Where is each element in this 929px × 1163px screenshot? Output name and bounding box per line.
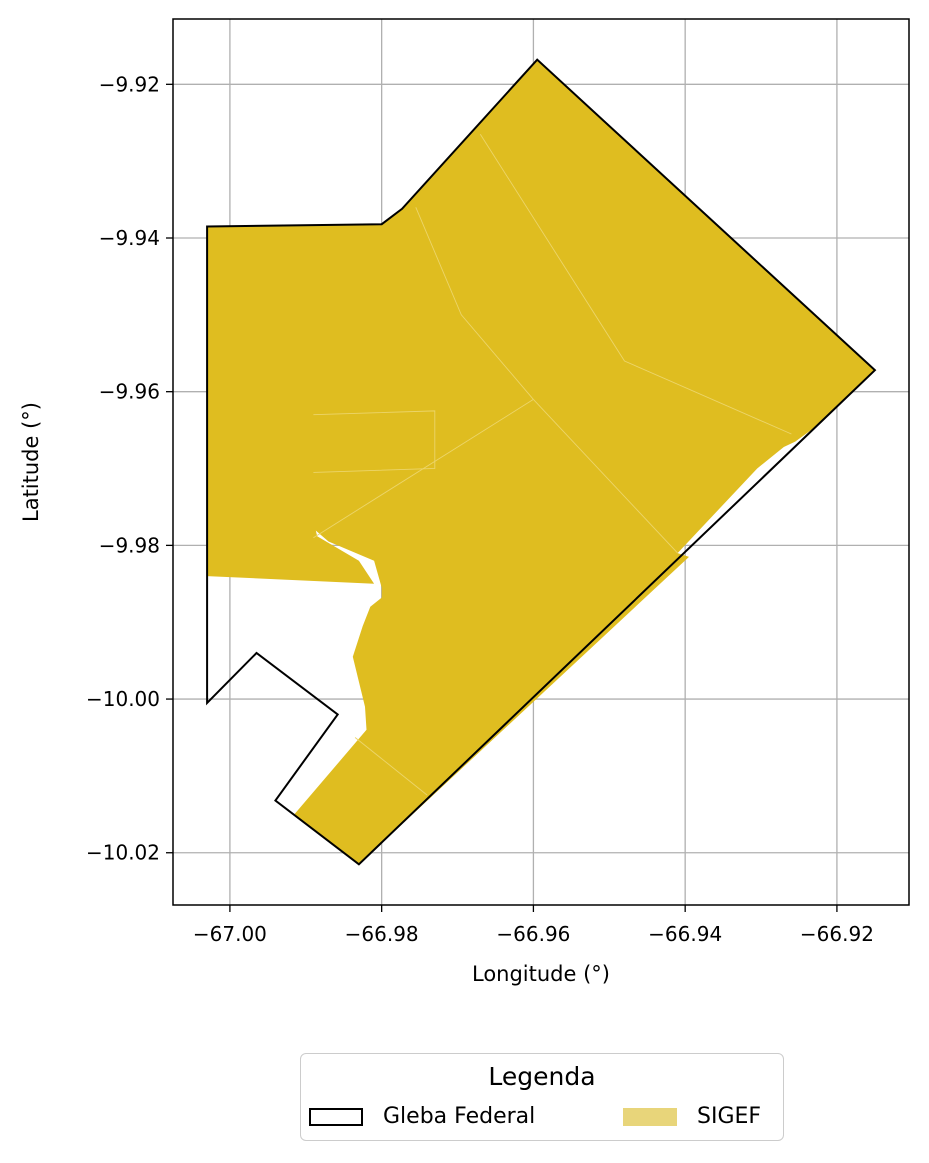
- legend-swatch-outline: [309, 1107, 363, 1126]
- y-axis-title: Latitude (°): [19, 402, 43, 522]
- sigef-parcel-boundary: [313, 410, 436, 473]
- legend-label-sigef: SIGEF: [697, 1104, 762, 1129]
- legend: Legenda Gleba Federal SIGEF: [300, 1053, 784, 1141]
- x-tick-label: −66.92: [800, 922, 874, 946]
- legend-label-gleba-federal: Gleba Federal: [383, 1104, 536, 1129]
- sigef-parcel-boundary: [354, 737, 428, 796]
- y-tick-label: −9.94: [99, 226, 160, 250]
- sigef-parcels-polygon: [207, 59, 875, 865]
- legend-title: Legenda: [488, 1062, 596, 1091]
- y-tick-label: −9.92: [99, 72, 160, 96]
- x-tick-label: −67.00: [193, 922, 267, 946]
- y-tick-label: −10.00: [86, 687, 160, 711]
- legend-item-sigef: SIGEF: [623, 1104, 761, 1129]
- x-tick-label: −66.96: [496, 922, 570, 946]
- legend-item-gleba-federal: Gleba Federal: [309, 1104, 535, 1129]
- x-tick-label: −66.98: [345, 922, 419, 946]
- x-axis-title: Longitude (°): [472, 962, 610, 986]
- sigef-parcel-boundary: [479, 134, 792, 435]
- x-tick-label: −66.94: [648, 922, 722, 946]
- plot-area-frame: [172, 18, 910, 906]
- y-tick-label: −9.98: [99, 533, 160, 557]
- y-tick-label: −9.96: [99, 380, 160, 404]
- y-tick-label: −10.02: [86, 841, 160, 865]
- axis-ticks: −67.00 −66.98 −66.96 −66.94 −66.92 −9.92 −9.94…: [86, 72, 874, 946]
- sigef-parcel-boundary: [415, 207, 678, 554]
- gleba-federal-outline: [206, 58, 877, 866]
- legend-swatch-fill: [623, 1107, 677, 1126]
- map-layers: [206, 58, 877, 866]
